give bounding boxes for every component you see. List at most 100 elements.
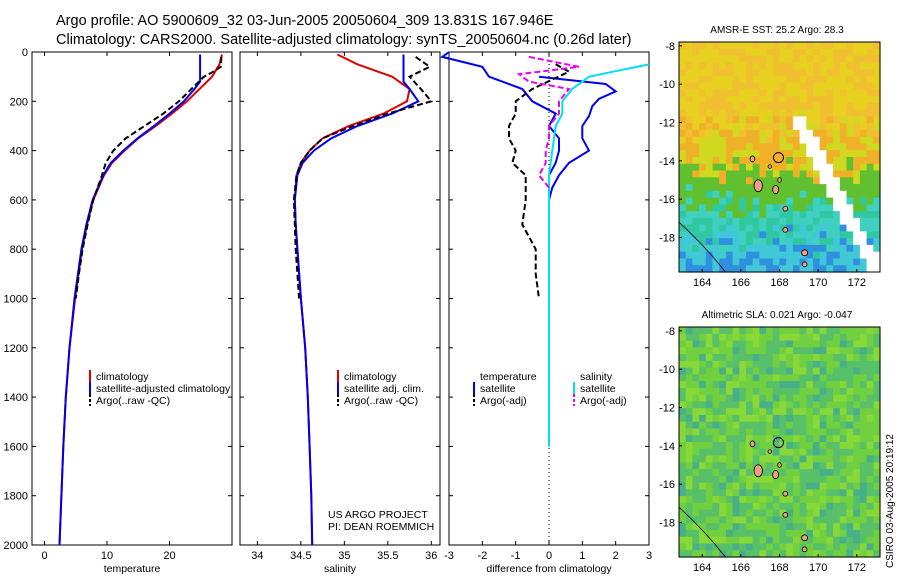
map-cell — [873, 238, 881, 246]
map-cell — [866, 462, 874, 470]
map-cell — [826, 550, 834, 558]
map-cell — [725, 442, 734, 450]
map-cell — [719, 543, 727, 551]
map-cell — [833, 190, 841, 199]
map-cell — [725, 462, 734, 470]
map-cell — [752, 509, 760, 517]
map-cell — [779, 89, 787, 97]
map-cell — [846, 536, 854, 545]
map-cell — [873, 408, 881, 416]
map-cell — [759, 401, 767, 409]
map-cell — [752, 455, 760, 463]
map-cell — [839, 42, 848, 50]
map-cell — [685, 116, 693, 124]
map-cell — [806, 394, 814, 402]
map-cell — [739, 177, 747, 185]
map-cell — [679, 381, 687, 389]
map-cell — [786, 197, 794, 205]
map-cell — [752, 482, 760, 490]
map-cell — [853, 75, 861, 84]
map-cell — [799, 435, 807, 443]
map-cell — [813, 347, 821, 355]
map-cell — [873, 143, 881, 151]
legend-label: Argo(-adj) — [480, 395, 527, 407]
map-cell — [873, 421, 881, 430]
map-cell — [759, 109, 767, 117]
map-cell — [846, 69, 854, 77]
map-cell — [705, 516, 714, 524]
map-cell — [679, 367, 687, 375]
map-cell — [873, 543, 881, 551]
map-cell — [819, 529, 827, 538]
map-cell — [719, 197, 727, 205]
map-cell — [739, 455, 747, 463]
map-cell — [752, 496, 760, 504]
map-cell — [826, 143, 834, 151]
map-cell — [806, 360, 814, 369]
map-cell — [819, 150, 827, 158]
map-cell — [839, 197, 848, 205]
map-cell — [759, 258, 767, 266]
map-cell — [826, 89, 834, 97]
map-cell — [813, 529, 821, 538]
map-cell — [685, 360, 693, 369]
map-cell — [685, 48, 693, 57]
map-cell — [692, 197, 700, 205]
map-cell — [779, 102, 787, 111]
map-cell — [853, 123, 861, 131]
map-cell — [806, 224, 814, 232]
map-cell — [833, 448, 841, 457]
map-cell — [859, 523, 868, 531]
map-cell — [766, 42, 774, 50]
map-cell — [759, 428, 767, 436]
map-cell — [853, 136, 861, 145]
map-cell — [806, 69, 814, 77]
map-cell — [705, 258, 714, 266]
map-cell — [766, 62, 774, 70]
map-cell — [873, 381, 881, 389]
map-cell — [866, 150, 874, 158]
map-cell — [692, 204, 700, 212]
map-cell — [719, 347, 727, 355]
map-cell — [766, 550, 774, 558]
map-cell — [819, 509, 827, 517]
map-cell — [719, 435, 727, 443]
map-cell — [725, 251, 734, 260]
map-cell — [813, 197, 821, 205]
map-cell — [772, 136, 781, 145]
map-cell — [819, 442, 827, 450]
map-cell — [732, 197, 740, 205]
map-cell — [725, 136, 734, 145]
map-cell — [766, 109, 774, 117]
map-cell — [699, 231, 707, 239]
map-cell — [712, 69, 720, 77]
map-cell — [826, 489, 834, 497]
map-cell — [699, 42, 707, 50]
map-cell — [739, 204, 747, 212]
map-cell — [819, 381, 827, 389]
map-cell — [692, 543, 700, 551]
map-cell — [873, 387, 881, 396]
map-cell — [799, 190, 807, 199]
map-cell — [752, 170, 760, 178]
map-cell — [739, 340, 747, 348]
map-cell — [739, 516, 747, 524]
map-cell — [712, 62, 720, 70]
map-cell — [712, 394, 720, 402]
map-cell — [873, 69, 881, 77]
map-cell — [705, 75, 714, 84]
map-cell — [725, 62, 734, 70]
map-cell — [806, 327, 814, 335]
map-cell — [806, 448, 814, 457]
salinity-axes — [239, 51, 441, 546]
map-cell — [685, 387, 693, 396]
map-cell — [719, 109, 727, 117]
map-cell — [833, 48, 841, 57]
map-cell — [746, 543, 754, 551]
map-cell — [833, 381, 841, 389]
map-cell — [806, 543, 814, 551]
map-cell — [859, 414, 868, 423]
map-cell — [873, 102, 881, 111]
map-cell — [853, 42, 861, 50]
map-cell — [846, 367, 854, 375]
